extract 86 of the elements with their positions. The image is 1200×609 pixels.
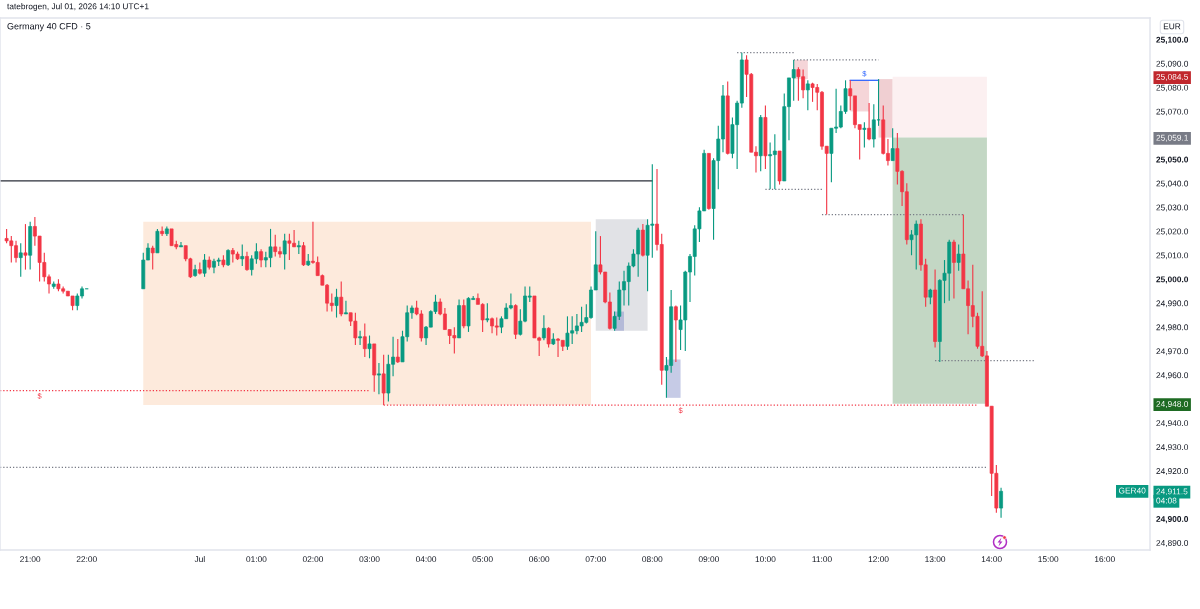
x-tick-label: 06:00 xyxy=(529,556,550,563)
candlestick xyxy=(23,223,28,271)
x-tick-label: 12:00 xyxy=(868,556,889,563)
y-tick-label: 24,930.0 xyxy=(1156,444,1189,452)
x-tick-label: 21:00 xyxy=(20,556,41,563)
candlestick xyxy=(179,241,183,248)
candlestick xyxy=(871,103,876,148)
x-tick-label: 15:00 xyxy=(1038,556,1059,563)
x-tick-label: 01:00 xyxy=(246,556,267,563)
y-tick-label: 25,100.0 xyxy=(1156,36,1189,44)
y-tick-label: 24,940.0 xyxy=(1156,420,1189,428)
candlestick xyxy=(673,305,678,363)
x-tick-label: 14:00 xyxy=(981,556,1002,563)
y-tick-label: 24,970.0 xyxy=(1156,348,1189,356)
candlestick xyxy=(867,102,871,141)
y2-tick-label: 25,059.1 xyxy=(1156,134,1188,142)
candlestick xyxy=(890,127,895,162)
x-tick-label: 16:00 xyxy=(1094,556,1115,563)
candlestick xyxy=(268,228,273,268)
y-tick-label: 25,030.0 xyxy=(1156,204,1189,212)
candlestick xyxy=(334,288,339,319)
candlestick xyxy=(150,245,155,271)
y2-tick-label: 25,084.5 xyxy=(1156,73,1189,81)
y-tick-label: 25,090.0 xyxy=(1156,60,1189,68)
y-tick-label: 24,980.0 xyxy=(1156,324,1189,332)
text: tatebrogen, Jul 01, 2026 14:10 UTC+1 xyxy=(7,3,149,11)
candlestick xyxy=(245,251,249,272)
text: Germany 40 CFD · 5 xyxy=(7,23,91,32)
annotation: GER40 xyxy=(1118,487,1146,494)
candlestick xyxy=(565,315,570,351)
candlestick xyxy=(273,234,278,257)
candlestick xyxy=(541,314,546,341)
candlestick xyxy=(956,243,961,272)
y-tick-label: 25,000.0 xyxy=(1156,276,1189,284)
x-tick-label: 03:00 xyxy=(359,556,380,563)
candlestick xyxy=(358,330,362,346)
x-tick-label: Jul xyxy=(194,555,205,563)
candlestick xyxy=(768,142,773,190)
y2-tick-label: 24,948.0 xyxy=(1156,401,1189,408)
y-tick-label: 25,050.0 xyxy=(1156,156,1189,164)
y2-tick-label: 24,911.5 xyxy=(1156,488,1188,496)
y-tick-label: 25,040.0 xyxy=(1156,180,1189,188)
x-tick-label: 02:00 xyxy=(302,556,324,563)
candlestick xyxy=(18,242,23,278)
candlestick xyxy=(546,326,551,349)
x-tick-label: 11:00 xyxy=(812,556,832,563)
candlestick xyxy=(240,243,245,267)
candlestick xyxy=(999,487,1003,519)
y-tick-label: 25,080.0 xyxy=(1156,84,1189,92)
candlestick xyxy=(862,121,867,148)
x-tick-label: 22:00 xyxy=(76,556,97,563)
x-tick-label: 08:00 xyxy=(642,556,663,563)
candlestick xyxy=(952,239,956,299)
y-tick-label: 24,920.0 xyxy=(1156,468,1189,475)
candlestick xyxy=(362,322,367,358)
x-tick-label: 10:00 xyxy=(755,556,776,563)
x-tick-label: 05:00 xyxy=(472,556,493,563)
y-tick-label: 25,010.0 xyxy=(1156,252,1189,260)
candlestick xyxy=(202,253,207,278)
x-tick-label: 13:00 xyxy=(925,556,946,563)
y-tick-label: 25,020.0 xyxy=(1156,228,1189,236)
candlestick xyxy=(160,225,165,237)
candlestick xyxy=(772,133,777,190)
y-tick-label: 24,900.0 xyxy=(1156,516,1189,524)
candlestick xyxy=(480,302,485,333)
candlestick xyxy=(461,299,466,329)
y-axis-title: EUR xyxy=(1163,23,1181,30)
y-tick-label: 24,960.0 xyxy=(1156,372,1189,380)
candlestick xyxy=(377,362,381,395)
candlestick xyxy=(367,334,372,359)
candlestick xyxy=(805,79,810,111)
y-tick-label: 24,890.0 xyxy=(1156,540,1189,547)
candlestick xyxy=(301,241,306,267)
candlestick xyxy=(155,228,160,254)
x-tick-label: 09:00 xyxy=(698,556,719,563)
candlestick xyxy=(287,233,292,261)
text: 04:08 xyxy=(1156,497,1177,504)
y-tick-label: 24,990.0 xyxy=(1156,300,1189,308)
x-tick-label: 04:00 xyxy=(415,556,437,563)
x-tick-label: 07:00 xyxy=(585,556,606,563)
candlestick xyxy=(796,66,801,102)
y-tick-label: 25,070.0 xyxy=(1156,108,1189,116)
candlestick xyxy=(344,300,348,315)
candlestick xyxy=(339,281,344,317)
candlestick xyxy=(485,302,490,323)
candlestick xyxy=(282,233,287,271)
